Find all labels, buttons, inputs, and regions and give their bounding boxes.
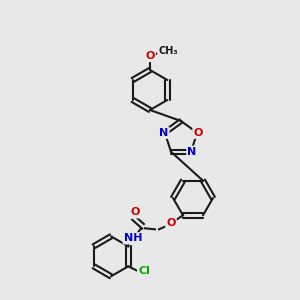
Text: O: O (145, 51, 155, 61)
Text: O: O (130, 207, 140, 217)
Text: CH₃: CH₃ (158, 46, 178, 56)
Text: Cl: Cl (138, 266, 150, 276)
Text: NH: NH (124, 233, 142, 243)
Text: N: N (159, 128, 169, 138)
Text: N: N (188, 147, 196, 157)
Text: O: O (166, 218, 176, 228)
Text: O: O (194, 128, 203, 138)
